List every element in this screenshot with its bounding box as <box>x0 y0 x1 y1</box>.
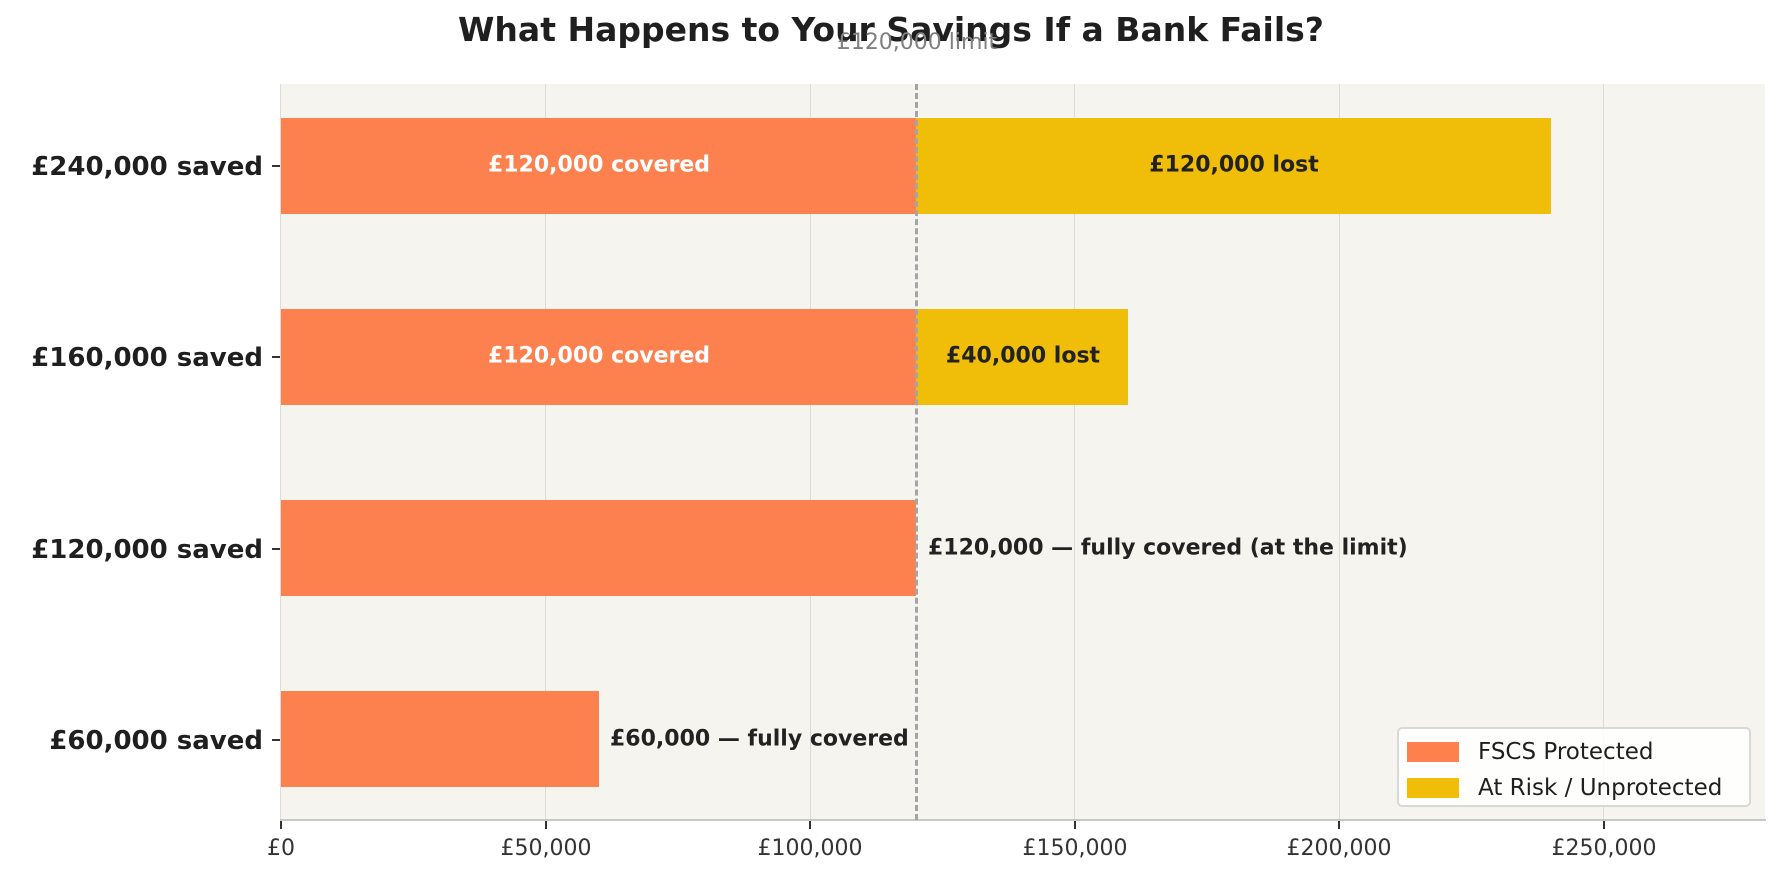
x-tick <box>1603 821 1605 829</box>
bar-160000-risk-label: £40,000 lost <box>945 343 1101 369</box>
bar-240000-protected-label: £120,000 covered <box>487 152 711 178</box>
y-tick <box>272 165 280 167</box>
legend-swatch-protected <box>1407 742 1459 762</box>
x-tick-label-250000: £250,000 <box>1551 836 1657 861</box>
x-tick <box>545 821 547 829</box>
x-tick <box>1338 821 1340 829</box>
x-tick <box>1074 821 1076 829</box>
x-tick-label-100000: £100,000 <box>757 836 863 861</box>
x-axis-line <box>280 819 1766 821</box>
bar-240000-at-risk <box>916 118 1551 214</box>
legend-item-at-risk: At Risk / Unprotected <box>1407 775 1722 801</box>
y-tick <box>272 548 280 550</box>
x-tick <box>280 821 282 829</box>
bar-160000-at-risk <box>916 309 1128 405</box>
bar-240000-risk-label: £120,000 lost <box>1149 152 1319 178</box>
legend: FSCS Protected At Risk / Unprotected <box>1397 727 1751 807</box>
gridline-150000 <box>1074 84 1075 820</box>
x-tick-label-0: £0 <box>267 836 295 861</box>
y-label-160000: £160,000 saved <box>31 343 263 373</box>
x-tick-label-50000: £50,000 <box>500 836 592 861</box>
y-label-60000: £60,000 saved <box>49 726 263 756</box>
bar-160000-protected-label: £120,000 covered <box>487 343 711 369</box>
x-tick-label-200000: £200,000 <box>1286 836 1392 861</box>
gridline-250000 <box>1603 84 1604 820</box>
y-label-120000: £120,000 saved <box>31 535 263 565</box>
limit-reference-line <box>915 84 918 820</box>
bar-120000-protected <box>281 500 916 596</box>
left-spine <box>280 84 281 820</box>
bar-60000-label: £60,000 — fully covered <box>610 726 909 752</box>
y-tick <box>272 739 280 741</box>
x-tick-label-150000: £150,000 <box>1022 836 1128 861</box>
gridline-100000 <box>810 84 811 820</box>
x-tick <box>809 821 811 829</box>
y-tick <box>272 356 280 358</box>
bar-160000-protected <box>281 309 916 405</box>
legend-item-protected: FSCS Protected <box>1407 739 1653 765</box>
bar-120000-label: £120,000 — fully covered (at the limit) <box>928 535 1408 561</box>
legend-label-protected: FSCS Protected <box>1478 739 1654 765</box>
legend-label-at-risk: At Risk / Unprotected <box>1478 775 1723 801</box>
y-label-240000: £240,000 saved <box>31 152 263 182</box>
bar-60000-protected <box>281 691 599 787</box>
limit-label: £120,000 limit <box>836 30 998 55</box>
gridline-200000 <box>1339 84 1340 820</box>
legend-swatch-at-risk <box>1407 778 1459 798</box>
chart-title: What Happens to Your Savings If a Bank F… <box>458 10 1324 49</box>
gridline-50000 <box>545 84 546 820</box>
bar-240000-protected <box>281 118 916 214</box>
